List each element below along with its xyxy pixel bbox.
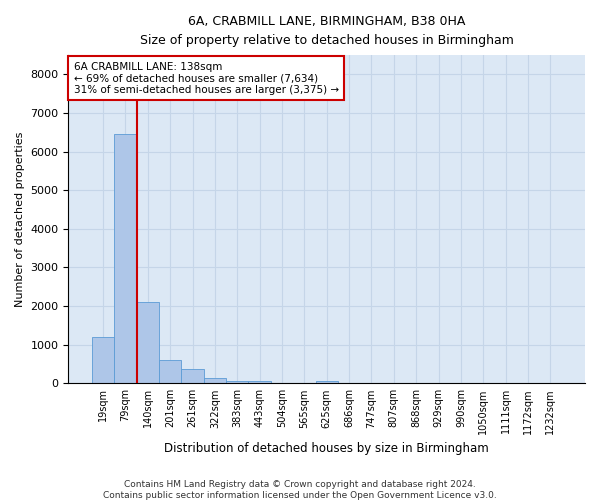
X-axis label: Distribution of detached houses by size in Birmingham: Distribution of detached houses by size … [164,442,489,455]
Bar [92,337,114,384]
Text: Contains HM Land Registry data © Crown copyright and database right 2024.
Contai: Contains HM Land Registry data © Crown c… [103,480,497,500]
Bar [204,378,226,384]
Y-axis label: Number of detached properties: Number of detached properties [15,132,25,307]
Title: 6A, CRABMILL LANE, BIRMINGHAM, B38 0HA
Size of property relative to detached hou: 6A, CRABMILL LANE, BIRMINGHAM, B38 0HA S… [140,15,514,47]
Bar [226,382,248,384]
Bar [248,382,271,384]
Bar [316,382,338,384]
Bar [114,134,137,384]
Text: 6A CRABMILL LANE: 138sqm
← 69% of detached houses are smaller (7,634)
31% of sem: 6A CRABMILL LANE: 138sqm ← 69% of detach… [74,62,338,95]
Bar [159,360,181,384]
Bar [181,368,204,384]
Bar [137,302,159,384]
